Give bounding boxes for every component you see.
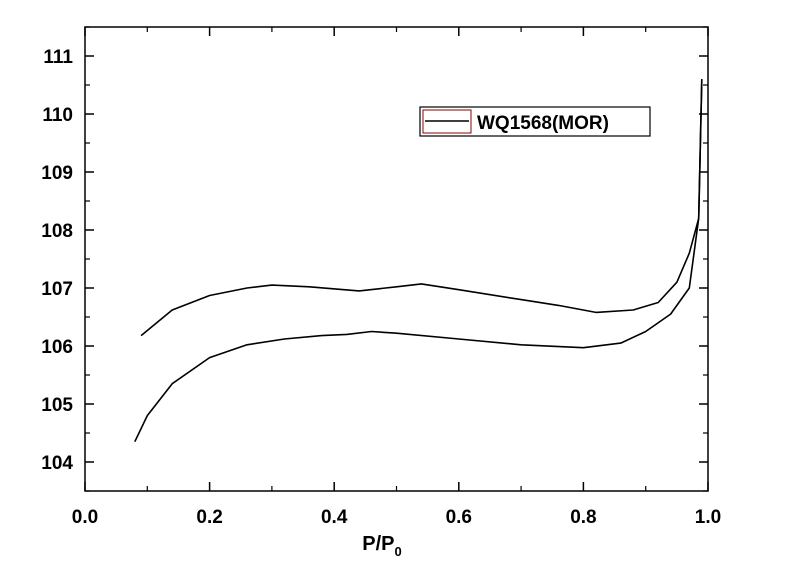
x-tick-label: 0.4 [321,507,348,528]
series-line-lower [134,79,703,443]
legend-label: WQ1568(MOR) [477,113,609,134]
plot-frame [84,26,709,492]
y-tick-label: 108 [41,221,73,242]
y-tick-label: 107 [41,279,73,300]
y-tick-label: 104 [41,453,73,474]
series-layer [134,79,703,443]
x-axis-title: P/P0 [362,533,401,559]
x-tick-label: 1.0 [695,507,721,528]
x-tick-label: 0.6 [446,507,472,528]
y-tick-label: 105 [41,395,73,416]
x-axis-title-subscript: 0 [395,544,402,559]
y-tick-label: 109 [41,163,73,184]
x-axis-title-main: P/P [362,533,394,555]
y-tick-label: 110 [42,105,73,126]
x-tick-label: 0.8 [570,507,596,528]
series-line-upper [140,79,703,337]
legend-swatch-frame [422,109,472,134]
y-tick-label: 106 [41,337,73,358]
y-tick-label: 111 [43,47,73,68]
legend: WQ1568(MOR) [419,106,651,137]
x-tick-label: 0.2 [196,507,222,528]
x-tick-label: 0.0 [72,507,98,528]
axes: 0.0 0.2 0.4 0.6 0.8 1.0 104 105 106 107 108 109 110 1… [41,26,721,528]
